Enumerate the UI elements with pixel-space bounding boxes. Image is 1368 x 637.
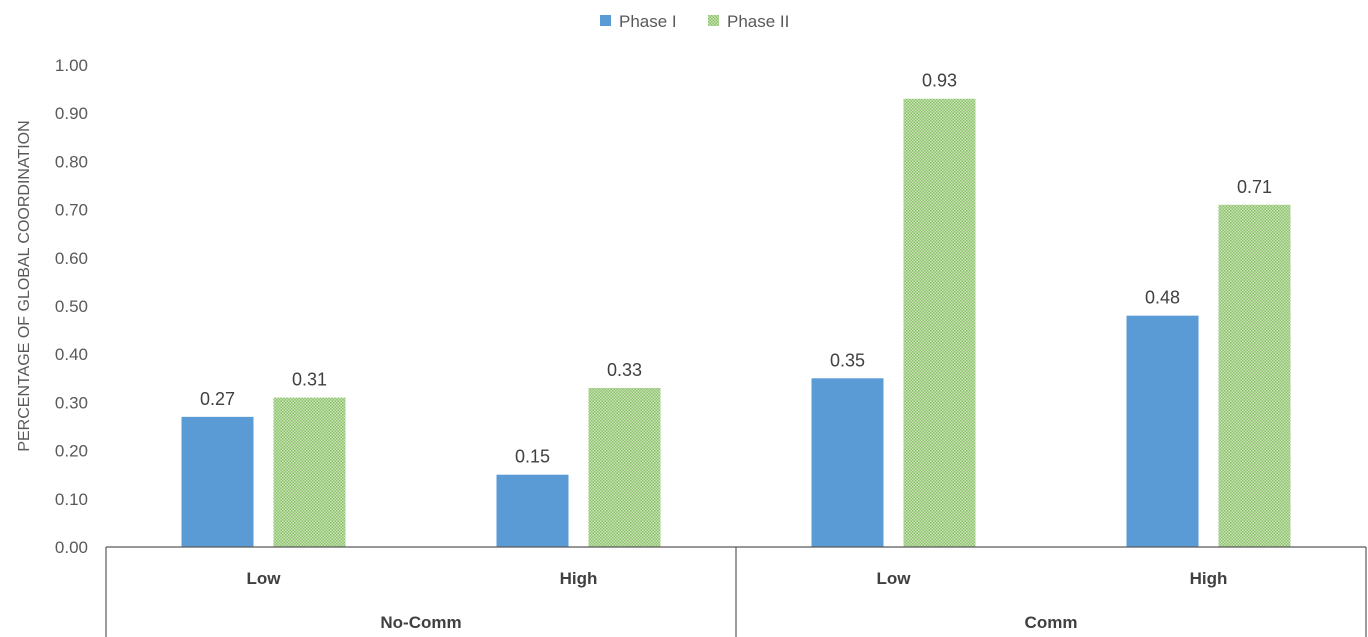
- bar-phase-i: [496, 474, 569, 547]
- legend-swatch: [708, 15, 719, 26]
- legend: Phase I Phase II: [600, 12, 789, 31]
- y-tick-label: 0.90: [55, 104, 88, 123]
- x-category-label: High: [560, 569, 598, 588]
- y-tick-label: 1.00: [55, 56, 88, 75]
- bar-phase-i: [1126, 315, 1199, 547]
- bar-phase-ii: [273, 397, 346, 547]
- bar-phase-ii: [903, 98, 976, 548]
- data-label: 0.31: [292, 370, 327, 390]
- bar-phase-i: [811, 378, 884, 547]
- data-label: 0.71: [1237, 177, 1272, 197]
- bar-phase-ii: [588, 387, 661, 547]
- y-tick-label: 0.80: [55, 152, 88, 171]
- data-label: 0.33: [607, 360, 642, 380]
- y-tick-label: 0.10: [55, 490, 88, 509]
- data-label: 0.27: [200, 389, 235, 409]
- bar-phase-i: [181, 416, 254, 547]
- x-category-label: Low: [877, 569, 912, 588]
- y-tick-label: 0.50: [55, 297, 88, 316]
- y-tick-label: 0.30: [55, 393, 88, 412]
- y-axis: 0.00 0.10 0.20 0.30 0.40 0.50 0.60 0.70 0.80 0.90…: [55, 56, 88, 557]
- legend-entry: Phase II: [727, 12, 789, 31]
- x-group-label: Comm: [1025, 613, 1078, 632]
- data-label: 0.93: [922, 71, 957, 91]
- x-category-label: High: [1190, 569, 1228, 588]
- y-axis-label: PERCENTAGE OF GLOBAL COORDINATION: [16, 120, 33, 451]
- x-axis: Low High No-Comm Low High Comm: [105, 546, 1367, 637]
- y-tick-label: 0.60: [55, 249, 88, 268]
- y-tick-label: 0.40: [55, 345, 88, 364]
- data-label: 0.15: [515, 447, 550, 467]
- x-group-label: No-Comm: [380, 613, 461, 632]
- x-category-label: Low: [247, 569, 282, 588]
- y-tick-label: 0.00: [55, 538, 88, 557]
- data-label: 0.35: [830, 350, 865, 370]
- bar-phase-ii: [1218, 204, 1291, 547]
- y-tick-label: 0.70: [55, 201, 88, 220]
- bars: 0.27 0.15 0.35 0.48 0.31 0.33 0.93 0.71: [181, 71, 1291, 548]
- data-label: 0.48: [1145, 288, 1180, 308]
- legend-entry: Phase I: [619, 12, 677, 31]
- legend-swatch: [600, 15, 611, 26]
- y-tick-label: 0.20: [55, 442, 88, 461]
